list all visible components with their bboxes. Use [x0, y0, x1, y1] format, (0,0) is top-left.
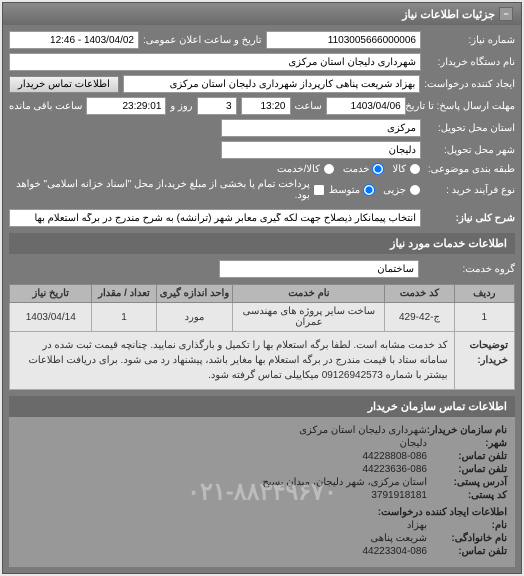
requester-label: ایجاد کننده درخواست:	[424, 79, 515, 90]
cell-row: 1	[454, 303, 514, 332]
org-name-label: نام سازمان خریدار:	[427, 425, 507, 436]
need-desc-input[interactable]	[9, 209, 421, 227]
cell-name: ساخت سایر پروژه های مهندسی عمران	[233, 303, 385, 332]
contact-city-label: شهر:	[427, 438, 507, 449]
main-panel: − جزئیات اطلاعات نیاز شماره نیاز: تاریخ …	[2, 2, 522, 574]
desc-row: توضیحات خریدار: کد خدمت مشابه است. لطفا …	[10, 332, 515, 390]
province-input[interactable]	[221, 119, 421, 137]
fax-label: تلفن تماس:	[427, 464, 507, 475]
phone-value: 44228808-086	[362, 451, 427, 462]
deadline-time-input[interactable]	[241, 97, 291, 115]
time-label-1: ساعت	[295, 101, 322, 112]
desc-text: کد خدمت مشابه است. لطفا برگه استعلام بها…	[10, 332, 455, 390]
lname-value: شریعت پناهی	[370, 533, 427, 544]
goods-radio-item[interactable]: کالا	[392, 163, 421, 175]
phone-label: تلفن تماس:	[427, 451, 507, 462]
need-desc-label: شرح کلی نیاز:	[425, 213, 515, 224]
table-header-row: ردیف کد خدمت نام خدمت واحد اندازه گیری ت…	[10, 285, 515, 303]
panel-header: − جزئیات اطلاعات نیاز	[3, 3, 521, 25]
services-table: ردیف کد خدمت نام خدمت واحد اندازه گیری ت…	[9, 284, 515, 390]
both-label: کالا/خدمت	[277, 164, 320, 175]
group-input[interactable]	[219, 260, 419, 278]
th-unit: واحد اندازه گیری	[156, 285, 233, 303]
th-code: کد خدمت	[385, 285, 454, 303]
requester-input[interactable]	[123, 75, 420, 93]
collapse-icon[interactable]: −	[499, 7, 513, 21]
panel-body: شماره نیاز: تاریخ و ساعت اعلان عمومی: نا…	[3, 25, 521, 573]
services-section-title: اطلاعات خدمات مورد نیاز	[9, 233, 515, 254]
fax-value: 44223636-086	[362, 464, 427, 475]
remaining-time-input[interactable]	[86, 97, 166, 115]
medium-radio[interactable]	[363, 184, 375, 196]
remaining-label: ساعت باقی مانده	[9, 101, 82, 112]
goods-radio[interactable]	[409, 163, 421, 175]
request-no-input[interactable]	[266, 31, 422, 49]
announce-date-label: تاریخ و ساعت اعلان عمومی:	[143, 35, 262, 46]
buyer-org-label: نام دستگاه خریدار:	[425, 57, 515, 68]
both-radio-item[interactable]: کالا/خدمت	[277, 163, 335, 175]
city-label: شهر محل تحویل:	[425, 145, 515, 156]
fname-label: نام:	[427, 520, 507, 531]
postal-label: کد پستی:	[427, 490, 507, 501]
address-label: آدرس پستی:	[427, 477, 507, 488]
budget-type-label: طبقه بندی موضوعی:	[425, 164, 515, 175]
table-row: 1 ج-42-429 ساخت سایر پروژه های مهندسی عم…	[10, 303, 515, 332]
budget-type-group: کالا خدمت کالا/خدمت	[277, 163, 421, 175]
days-label: روز و	[170, 101, 192, 112]
cell-code: ج-42-429	[385, 303, 454, 332]
th-date: تاریخ نیاز	[10, 285, 92, 303]
medium-radio-item[interactable]: متوسط	[329, 184, 375, 196]
goods-label: کالا	[392, 164, 406, 175]
process-type-label: نوع فرآیند خرید :	[425, 185, 515, 196]
service-radio[interactable]	[372, 163, 384, 175]
contact-section-title: اطلاعات تماس سازمان خریدار	[9, 396, 515, 417]
small-radio-item[interactable]: جزیی	[383, 184, 421, 196]
city-input[interactable]	[221, 141, 421, 159]
request-no-label: شماره نیاز:	[425, 35, 515, 46]
treasury-check-item[interactable]: پرداخت تمام یا بخشی از مبلغ خرید،از محل …	[9, 179, 325, 201]
small-radio[interactable]	[409, 184, 421, 196]
cell-date: 1403/04/14	[10, 303, 92, 332]
panel-title: جزئیات اطلاعات نیاز	[402, 8, 495, 21]
contact-city-value: دلیجان	[400, 438, 427, 449]
deadline-date-input[interactable]	[326, 97, 406, 115]
cell-unit: مورد	[156, 303, 233, 332]
service-radio-item[interactable]: خدمت	[343, 163, 385, 175]
address-value: استان مرکزی، شهر دلیجان، میدان بسیج	[262, 477, 427, 488]
org-name-value: شهرداری دلیجان استان مرکزی	[299, 425, 427, 436]
process-type-group: جزیی متوسط	[329, 184, 421, 196]
fname-value: بهزاد	[407, 520, 427, 531]
contact-section: ۰۲۱-۸۸۳۴۹۶۷۰ نام سازمان خریدار: شهرداری …	[9, 417, 515, 567]
buyer-org-input[interactable]	[9, 53, 421, 71]
desc-label: توضیحات خریدار:	[454, 332, 514, 390]
days-input[interactable]	[197, 97, 237, 115]
creator-title: اطلاعات ایجاد کننده درخواست:	[378, 507, 507, 518]
announce-date-input[interactable]	[9, 31, 139, 49]
creator-phone-label: تلفن تماس:	[427, 546, 507, 557]
lname-label: نام خانوادگی:	[427, 533, 507, 544]
cell-qty: 1	[92, 303, 156, 332]
postal-value: 3791918181	[371, 490, 427, 501]
process-note: پرداخت تمام یا بخشی از مبلغ خرید،از محل …	[9, 179, 310, 201]
small-label: جزیی	[383, 185, 406, 196]
th-row: ردیف	[454, 285, 514, 303]
treasury-checkbox[interactable]	[313, 184, 325, 196]
deadline-label: مهلت ارسال پاسخ: تا تاریخ:	[410, 101, 515, 112]
th-name: نام خدمت	[233, 285, 385, 303]
service-label: خدمت	[343, 164, 370, 175]
medium-label: متوسط	[329, 185, 360, 196]
th-qty: تعداد / مقدار	[92, 285, 156, 303]
province-label: استان محل تحویل:	[425, 123, 515, 134]
creator-phone-value: 44223304-086	[362, 546, 427, 557]
contact-buyer-button[interactable]: اطلاعات تماس خریدار	[9, 76, 119, 93]
group-label: گروه خدمت:	[425, 264, 515, 275]
both-radio[interactable]	[323, 163, 335, 175]
